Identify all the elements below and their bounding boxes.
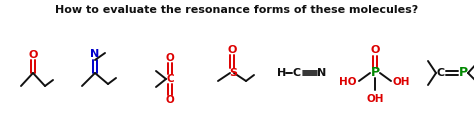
Text: OH: OH (366, 94, 384, 104)
Text: C: C (437, 68, 445, 78)
Text: P: P (371, 66, 380, 79)
Text: O: O (370, 45, 380, 55)
Text: O: O (165, 53, 174, 63)
Text: N: N (91, 49, 100, 59)
Text: OH: OH (392, 77, 410, 87)
Text: O: O (228, 45, 237, 55)
Text: O: O (28, 50, 38, 60)
Text: P: P (458, 66, 467, 79)
Text: C: C (166, 74, 174, 84)
Text: O: O (165, 95, 174, 105)
Text: N: N (318, 68, 327, 78)
Text: C: C (293, 68, 301, 78)
Text: H: H (277, 68, 287, 78)
Text: S: S (229, 68, 237, 78)
Text: How to evaluate the resonance forms of these molecules?: How to evaluate the resonance forms of t… (55, 5, 419, 15)
Text: HO: HO (339, 77, 357, 87)
